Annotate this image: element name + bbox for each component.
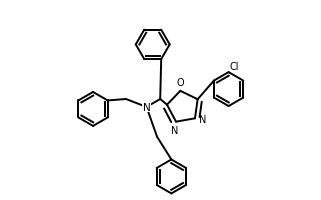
Text: N: N — [199, 115, 206, 125]
Text: Cl: Cl — [230, 61, 239, 71]
Text: N: N — [171, 126, 179, 136]
Text: N: N — [143, 102, 150, 112]
Text: O: O — [177, 78, 184, 88]
